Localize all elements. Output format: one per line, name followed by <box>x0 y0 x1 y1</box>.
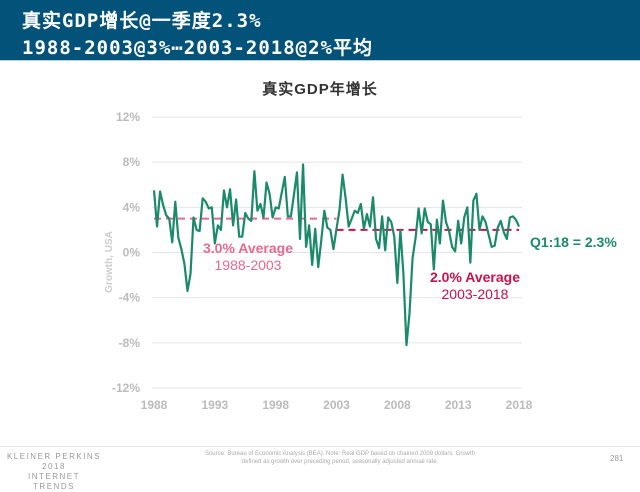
y-tick-label: 0% <box>123 246 141 260</box>
source-note: Source: Bureau of Economic Analysis (BEA… <box>204 451 476 465</box>
brand-year: 2018 <box>42 462 66 471</box>
average-label-1988-2003: 3.0% Average <box>203 240 293 256</box>
x-tick-label: 2008 <box>384 398 411 412</box>
gdp-chart: 12% 8% 4% 0% -4% -8% -12%1988 1993 1998 2003 2008 2… <box>104 110 617 412</box>
average-period-2003-2018: 2003-2018 <box>442 286 509 302</box>
page-number: 281 <box>610 454 624 463</box>
y-tick-label: -4% <box>119 291 141 305</box>
y-tick-label: -8% <box>119 336 141 350</box>
y-tick-label: -12% <box>112 381 140 395</box>
chart-title: 真实GDP年增长 <box>262 81 378 98</box>
x-tick-label: 1998 <box>262 398 289 412</box>
brand-logo: KLEINER PERKINS 2018 INTERNET TRENDS <box>6 452 102 492</box>
x-tick-label: 1993 <box>201 398 228 412</box>
x-tick-label: 2018 <box>506 398 533 412</box>
latest-value-annotation: Q1:18 = 2.3% <box>530 234 617 250</box>
header-banner: 真实GDP增长@一季度2.3% 1988-2003@3%⋯2003-2018@2… <box>0 0 640 61</box>
x-tick-label: 1988 <box>141 398 168 412</box>
average-period-1988-2003: 1988-2003 <box>215 257 282 273</box>
y-tick-label: 12% <box>116 110 140 124</box>
y-tick-label: 8% <box>123 155 141 169</box>
brand-line: KLEINER PERKINS <box>6 452 102 461</box>
brand-line: INTERNET TRENDS <box>28 472 80 491</box>
y-tick-label: 4% <box>123 200 141 214</box>
slide-title: 真实GDP增长@一季度2.3% <box>22 10 262 32</box>
average-label-2003-2018: 2.0% Average <box>430 269 520 285</box>
x-tick-label: 2013 <box>445 398 472 412</box>
gdp-growth-line <box>152 163 521 347</box>
x-tick-label: 2003 <box>323 398 350 412</box>
footer-divider <box>0 446 640 447</box>
slide-subtitle: 1988-2003@3%⋯2003-2018@2%平均 <box>22 37 373 59</box>
y-axis-label: Growth, USA <box>104 231 115 293</box>
